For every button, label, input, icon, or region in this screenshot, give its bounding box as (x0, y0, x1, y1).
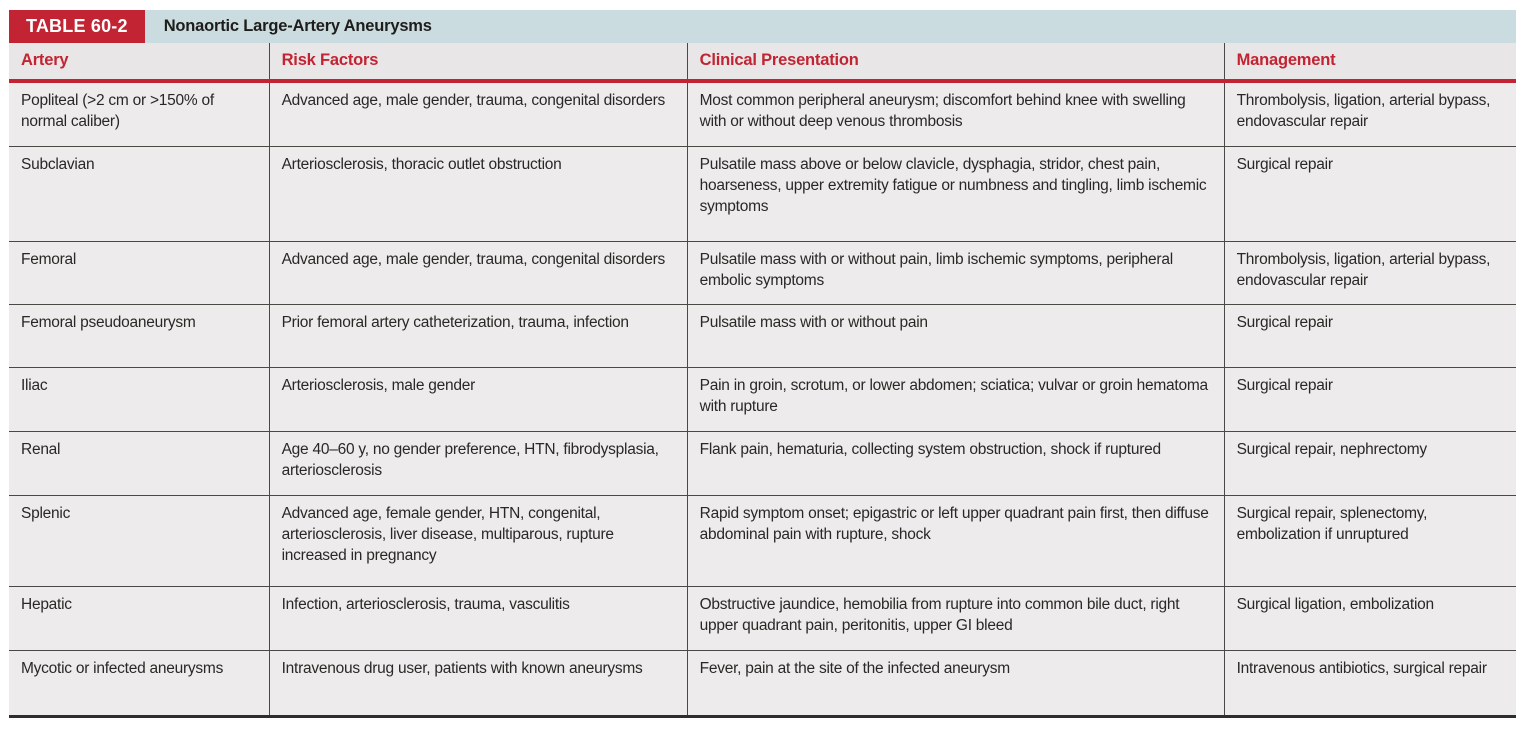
cell-management: Surgical repair (1223, 366, 1516, 431)
cell-risk-factors: Advanced age, male gender, trauma, conge… (268, 81, 688, 146)
table-row: Hepatic Infection, arteriosclerosis, trau… (9, 585, 1516, 650)
cell-management: Surgical repair, nephrectomy (1223, 430, 1516, 495)
cell-management: Surgical ligation, embolization (1223, 585, 1516, 650)
cell-artery: Popliteal (>2 cm or >150% of normal cali… (9, 81, 270, 146)
cell-clinical-presentation: Pain in groin, scrotum, or lower abdomen… (686, 366, 1225, 431)
table-number-badge: TABLE 60-2 (9, 10, 145, 43)
cell-clinical-presentation: Rapid symptom onset; epigastric or left … (686, 494, 1225, 586)
cell-clinical-presentation: Pulsatile mass with or without pain, lim… (686, 240, 1225, 304)
cell-artery: Splenic (9, 494, 270, 586)
cell-management: Intravenous antibiotics, surgical repair (1223, 649, 1516, 716)
cell-clinical-presentation: Pulsatile mass with or without pain (686, 303, 1225, 367)
cell-risk-factors: Infection, arteriosclerosis, trauma, vas… (268, 585, 688, 650)
table-title-bar: TABLE 60-2 Nonaortic Large-Artery Aneury… (9, 10, 1516, 43)
cell-clinical-presentation: Pulsatile mass above or below clavicle, … (686, 145, 1225, 241)
cell-risk-factors: Arteriosclerosis, male gender (268, 366, 688, 431)
cell-risk-factors: Age 40–60 y, no gender preference, HTN, … (268, 430, 688, 495)
table-title: Nonaortic Large-Artery Aneurysms (144, 10, 1516, 43)
cell-artery: Hepatic (9, 585, 270, 650)
table-row: Splenic Advanced age, female gender, HTN,… (9, 494, 1516, 586)
cell-artery: Renal (9, 430, 270, 495)
aneurysm-table: Artery Risk Factors Clinical Presentatio… (9, 43, 1516, 718)
cell-clinical-presentation: Obstructive jaundice, hemobilia from rup… (686, 585, 1225, 650)
cell-risk-factors: Advanced age, male gender, trauma, conge… (268, 240, 688, 304)
table-row: Femoral pseudoaneurysm Prior femoral arte… (9, 303, 1516, 367)
cell-risk-factors: Intravenous drug user, patients with kno… (268, 649, 688, 716)
cell-risk-factors: Arteriosclerosis, thoracic outlet obstru… (268, 145, 688, 241)
column-header-risk-factors: Risk Factors (268, 43, 688, 83)
cell-management: Surgical repair (1223, 303, 1516, 367)
column-header-management: Management (1223, 43, 1516, 83)
cell-management: Surgical repair (1223, 145, 1516, 241)
table-row: Mycotic or infected aneurysms Intravenous… (9, 649, 1516, 716)
cell-artery: Femoral (9, 240, 270, 304)
table-row: Renal Age 40–60 y, no gender preference, … (9, 430, 1516, 495)
cell-artery: Mycotic or infected aneurysms (9, 649, 270, 716)
cell-risk-factors: Advanced age, female gender, HTN, congen… (268, 494, 688, 586)
cell-clinical-presentation: Fever, pain at the site of the infected … (686, 649, 1225, 716)
column-header-clinical-presentation: Clinical Presentation (686, 43, 1225, 83)
table-body: Popliteal (>2 cm or >150% of normal cali… (9, 81, 1516, 716)
table-row: Femoral Advanced age, male gender, trauma… (9, 240, 1516, 304)
cell-risk-factors: Prior femoral artery catheterization, tr… (268, 303, 688, 367)
table-row: Subclavian Arteriosclerosis, thoracic out… (9, 145, 1516, 241)
cell-clinical-presentation: Most common peripheral aneurysm; discomf… (686, 81, 1225, 146)
cell-clinical-presentation: Flank pain, hematuria, collecting system… (686, 430, 1225, 495)
column-header-artery: Artery (9, 43, 270, 83)
cell-management: Thrombolysis, ligation, arterial bypass,… (1223, 240, 1516, 304)
cell-artery: Iliac (9, 366, 270, 431)
cell-management: Surgical repair, splenectomy, embolizati… (1223, 494, 1516, 586)
table-row: Iliac Arteriosclerosis, male gender Pain i… (9, 366, 1516, 431)
cell-artery: Subclavian (9, 145, 270, 241)
header-row: Artery Risk Factors Clinical Presentatio… (9, 43, 1516, 83)
table-row: Popliteal (>2 cm or >150% of normal cali… (9, 81, 1516, 146)
cell-management: Thrombolysis, ligation, arterial bypass,… (1223, 81, 1516, 146)
cell-artery: Femoral pseudoaneurysm (9, 303, 270, 367)
